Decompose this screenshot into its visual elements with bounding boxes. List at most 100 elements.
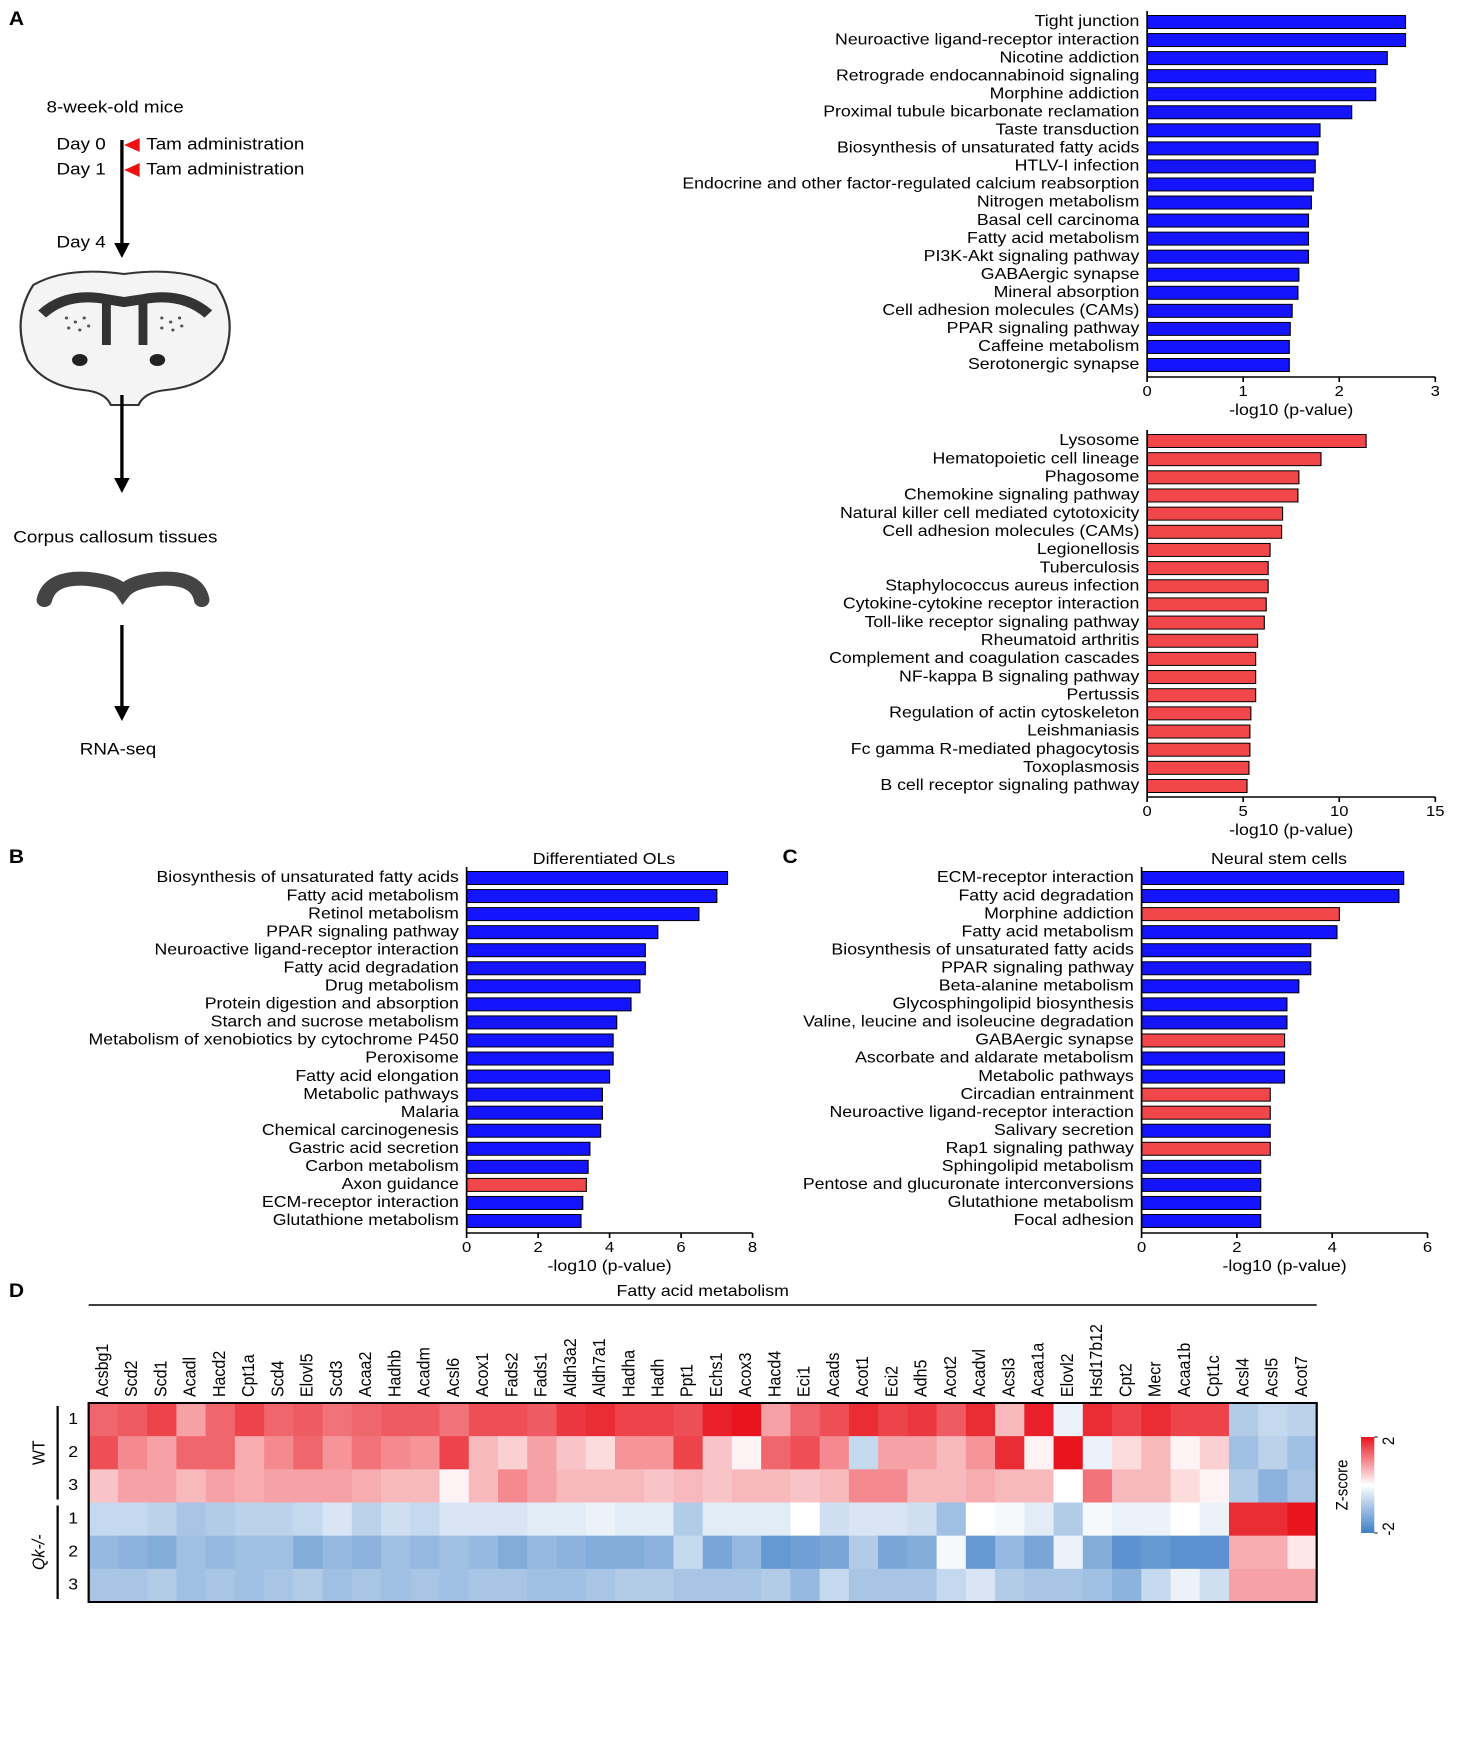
assay-label: RNA-seq bbox=[80, 739, 156, 758]
column-label: Acsbg1 bbox=[92, 1344, 112, 1397]
category-label: Leishmaniasis bbox=[1027, 722, 1139, 740]
column-label: Mecr bbox=[1145, 1361, 1165, 1397]
category-label: Biosynthesis of unsaturated fatty acids bbox=[831, 940, 1133, 958]
category-label: Endocrine and other factor-regulated cal… bbox=[682, 174, 1139, 192]
category-label: Legionellosis bbox=[1037, 540, 1139, 558]
group-label: WT bbox=[29, 1440, 49, 1465]
heatmap-cell bbox=[293, 1469, 323, 1503]
heatmap-cell bbox=[703, 1436, 733, 1470]
heatmap-cell bbox=[381, 1536, 411, 1570]
bar bbox=[1147, 780, 1247, 793]
column-label: Acadvl bbox=[969, 1349, 989, 1397]
workflow-diagram: 8-week-old mice Day 0 Tam administration… bbox=[13, 97, 304, 758]
bar bbox=[1142, 980, 1299, 993]
heatmap-cell bbox=[761, 1536, 791, 1570]
column-label: Aldh3a2 bbox=[560, 1338, 580, 1397]
heatmap-cell bbox=[878, 1436, 908, 1470]
column-label: Elovl5 bbox=[297, 1353, 317, 1397]
heatmap-cell bbox=[849, 1536, 879, 1570]
heatmap-cell bbox=[586, 1436, 616, 1470]
bar bbox=[1147, 525, 1281, 538]
column-label: Hsd17b12 bbox=[1086, 1324, 1106, 1397]
bar bbox=[467, 980, 640, 993]
heatmap-cell bbox=[381, 1569, 411, 1603]
chart-title: Neural stem cells bbox=[1211, 850, 1347, 868]
bar bbox=[1147, 689, 1256, 702]
heatmap-cell bbox=[1141, 1469, 1171, 1503]
column-label: Acads bbox=[823, 1353, 843, 1397]
heatmap-cell bbox=[761, 1569, 791, 1603]
column-label: Acadm bbox=[414, 1347, 434, 1397]
category-label: Axon guidance bbox=[342, 1175, 459, 1193]
panel-label: D bbox=[9, 1281, 24, 1302]
heatmap-cell bbox=[1200, 1403, 1230, 1437]
heatmap-cell bbox=[1024, 1469, 1054, 1503]
heatmap-cell bbox=[732, 1503, 762, 1537]
category-label: NF-kappa B signaling pathway bbox=[899, 667, 1140, 685]
heatmap-cell bbox=[849, 1469, 879, 1503]
heatmap-cell bbox=[878, 1569, 908, 1603]
heatmap-cell bbox=[323, 1403, 353, 1437]
bar bbox=[1147, 16, 1405, 29]
category-label: Proximal tubule bicarbonate reclamation bbox=[823, 102, 1139, 120]
heatmap-cell bbox=[410, 1569, 440, 1603]
category-label: ECM-receptor interaction bbox=[262, 1193, 459, 1211]
colorbar-tick-label: 2 bbox=[1381, 1437, 1399, 1445]
bar bbox=[1142, 1088, 1271, 1101]
heatmap-cell bbox=[556, 1503, 586, 1537]
category-label: Pertussis bbox=[1066, 685, 1139, 703]
heatmap-cell bbox=[615, 1536, 645, 1570]
column-label: Acaa1b bbox=[1174, 1343, 1194, 1397]
heatmap-cell bbox=[440, 1569, 470, 1603]
column-label: Scd3 bbox=[326, 1361, 346, 1397]
heatmap-cell bbox=[820, 1436, 850, 1470]
heatmap-cell bbox=[995, 1403, 1025, 1437]
category-label: Natural killer cell mediated cytotoxicit… bbox=[840, 504, 1140, 522]
x-tick-label: 2 bbox=[1335, 384, 1344, 400]
heatmap-cell bbox=[264, 1569, 294, 1603]
heatmap-cell bbox=[206, 1403, 236, 1437]
heatmap-cell bbox=[147, 1469, 177, 1503]
x-axis-label: -log10 (p-value) bbox=[548, 1257, 672, 1275]
heatmap-cell bbox=[556, 1569, 586, 1603]
bar bbox=[1147, 268, 1299, 281]
heatmap-cell bbox=[1112, 1569, 1142, 1603]
category-label: Nicotine addiction bbox=[999, 48, 1139, 66]
heatmap-cell bbox=[1258, 1503, 1288, 1537]
heatmap-cell bbox=[118, 1469, 148, 1503]
heatmap-cell bbox=[820, 1403, 850, 1437]
bar bbox=[1147, 160, 1315, 173]
heatmap-cell bbox=[556, 1536, 586, 1570]
bar bbox=[1147, 250, 1308, 263]
heatmap-cell bbox=[907, 1469, 937, 1503]
category-label: Circadian entrainment bbox=[960, 1085, 1134, 1103]
bar bbox=[1142, 872, 1404, 885]
heatmap-cell bbox=[1171, 1536, 1201, 1570]
row-label: 1 bbox=[68, 1410, 78, 1428]
day-label: Day 4 bbox=[57, 232, 106, 251]
category-label: Complement and coagulation cascades bbox=[829, 649, 1139, 667]
bar bbox=[1142, 1215, 1261, 1228]
category-label: B cell receptor signaling pathway bbox=[880, 776, 1140, 794]
category-label: Retrograde endocannabinoid signaling bbox=[836, 66, 1139, 84]
category-label: Caffeine metabolism bbox=[978, 337, 1139, 355]
category-label: Lysosome bbox=[1059, 431, 1139, 449]
heatmap-cell bbox=[1229, 1436, 1259, 1470]
heatmap-cell bbox=[1200, 1503, 1230, 1537]
category-label: PI3K-Akt signaling pathway bbox=[924, 247, 1140, 265]
bar bbox=[1147, 634, 1257, 647]
heatmap-cell bbox=[878, 1536, 908, 1570]
heatmap-cell bbox=[644, 1403, 674, 1437]
heatmap-cell bbox=[1054, 1403, 1084, 1437]
bar bbox=[1147, 70, 1376, 83]
heatmap-cell bbox=[790, 1503, 820, 1537]
column-label: Acaa2 bbox=[355, 1352, 375, 1397]
event-label: Tam administration bbox=[146, 159, 304, 178]
category-label: Protein digestion and absorption bbox=[205, 994, 459, 1012]
heatmap-cell bbox=[527, 1403, 557, 1437]
heatmap-cell bbox=[1083, 1403, 1113, 1437]
heatmap-cell bbox=[323, 1503, 353, 1537]
x-tick-label: 0 bbox=[1137, 1240, 1146, 1256]
heatmap-cell bbox=[264, 1436, 294, 1470]
heatmap-cell bbox=[1287, 1536, 1317, 1570]
